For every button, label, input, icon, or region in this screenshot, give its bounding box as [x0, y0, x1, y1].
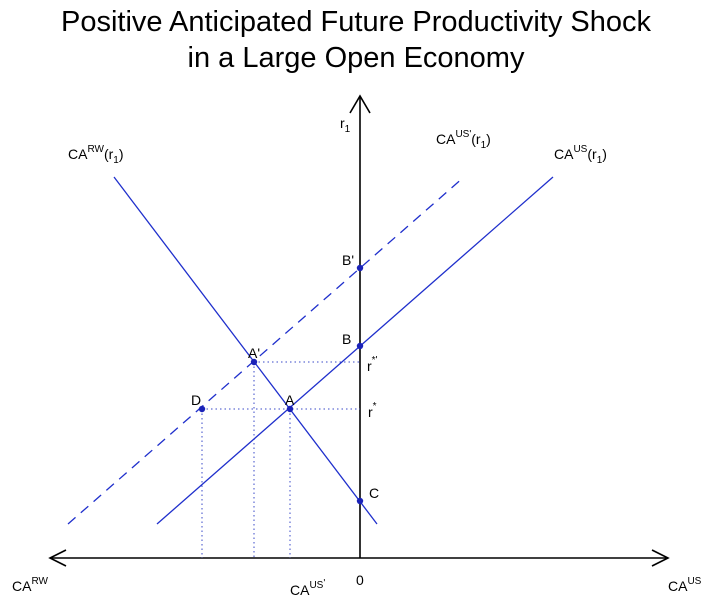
r-star-label: r*	[368, 401, 377, 420]
point-a-prime	[250, 358, 258, 366]
point-d	[198, 405, 206, 413]
label-b-prime: B'	[342, 252, 354, 268]
points	[198, 264, 364, 505]
right-axis-label: CAUS	[668, 576, 702, 594]
ca-us-curve	[156, 176, 554, 525]
ca-us-prime-curve-label: CAUS'(r1)	[436, 129, 491, 151]
left-axis-arrow-icon	[48, 549, 67, 567]
label-c: C	[369, 485, 379, 501]
label-a: A	[285, 392, 295, 408]
vertical-axis-label: r1	[340, 115, 351, 135]
point-labels: A A' B B' C D	[191, 252, 379, 501]
axes	[48, 94, 670, 567]
right-axis-arrow-icon	[651, 549, 670, 567]
curve-labels: CARW(r1) CAUS'(r1) CAUS(r1)	[68, 129, 607, 166]
title-line-2: in a Large Open Economy	[187, 42, 525, 74]
point-b	[356, 342, 364, 350]
r-star-prime-label: r*'	[367, 355, 378, 374]
vertical-axis-arrow-icon	[349, 94, 371, 114]
curves	[67, 176, 554, 525]
bottom-axis-label: CAUS'	[290, 578, 325, 598]
label-a-prime: A'	[248, 345, 260, 361]
ca-rw-curve-label: CARW(r1)	[68, 144, 124, 166]
point-c	[356, 497, 364, 505]
label-d: D	[191, 392, 201, 408]
axis-labels: r1 CARW CAUS' 0 CAUS	[12, 115, 702, 598]
diagram-title: Positive Anticipated Future Productivity…	[0, 4, 712, 76]
guide-lines	[201, 361, 360, 558]
point-a	[286, 405, 294, 413]
rate-labels: r*' r*	[367, 355, 378, 420]
label-b: B	[342, 331, 351, 347]
title-line-1: Positive Anticipated Future Productivity…	[61, 6, 651, 38]
left-axis-label: CARW	[12, 576, 48, 594]
ca-us-prime-curve	[67, 176, 465, 525]
ca-us-curve-label: CAUS(r1)	[554, 144, 607, 166]
point-b-prime	[356, 264, 364, 272]
origin-label: 0	[356, 572, 364, 588]
ca-rw-curve	[113, 176, 378, 525]
